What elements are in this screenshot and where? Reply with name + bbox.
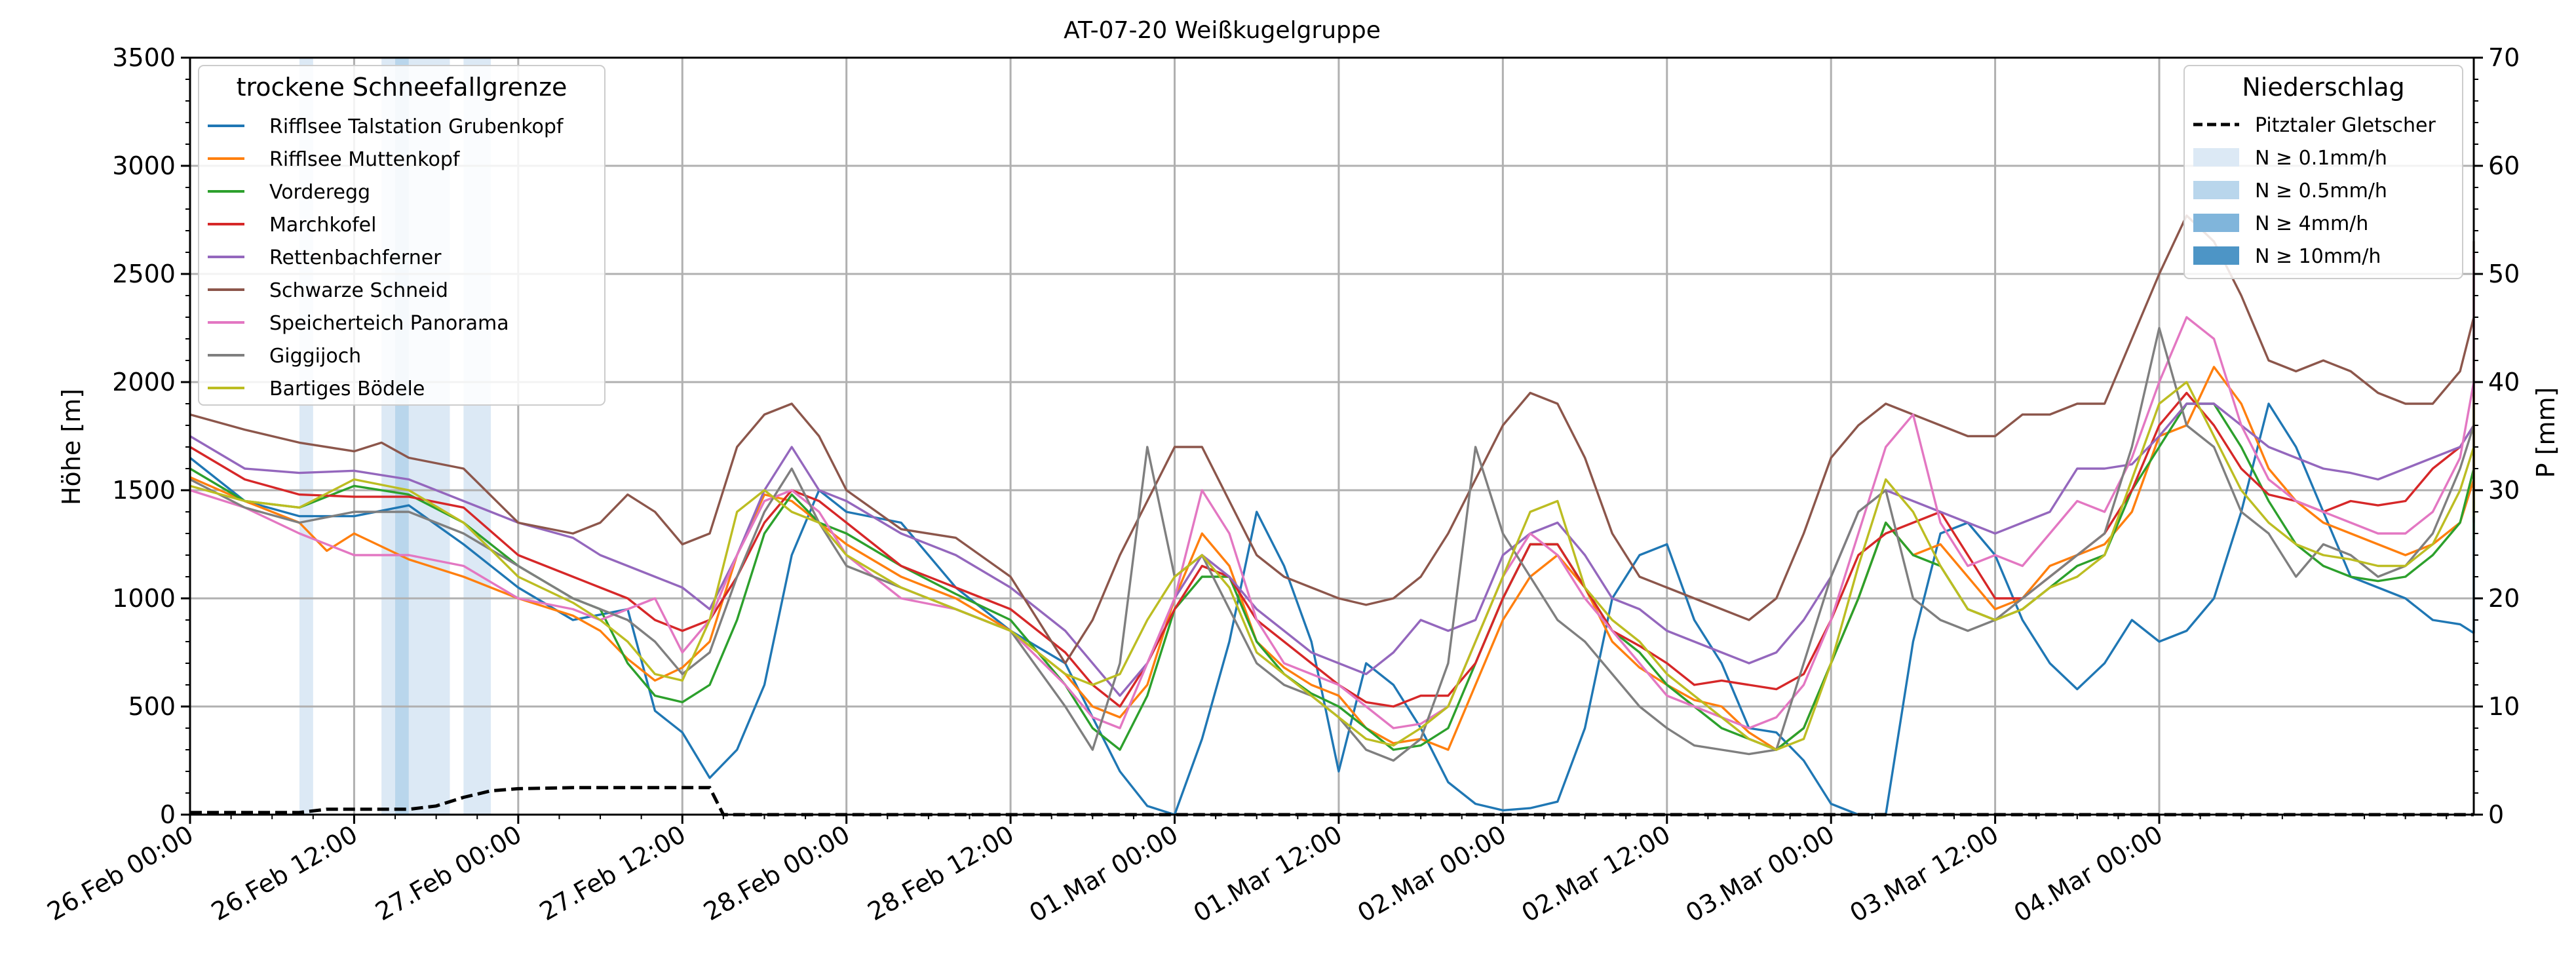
legend-precip-swatch bbox=[2193, 214, 2239, 232]
y2-tick-label: 40 bbox=[2488, 368, 2520, 397]
legend-snowline: trockene Schneefallgrenze Rifflsee Talsta… bbox=[198, 65, 606, 406]
y-tick-label: 1000 bbox=[112, 584, 176, 613]
y2-tick-label: 30 bbox=[2488, 476, 2520, 505]
y-tick-label: 500 bbox=[128, 692, 176, 721]
legend-snow-label: Bartiges Bödele bbox=[269, 378, 425, 400]
series-line bbox=[189, 402, 2475, 751]
legend-snow-label: Rifflsee Muttenkopf bbox=[269, 148, 461, 171]
series-line bbox=[189, 251, 2475, 729]
y2-tick-label: 60 bbox=[2488, 151, 2520, 180]
legend-precip-label: N ≥ 0.5mm/h bbox=[2255, 180, 2387, 203]
y2-tick-label: 70 bbox=[2488, 43, 2520, 72]
y2-tick-label: 0 bbox=[2488, 800, 2504, 829]
series-line bbox=[189, 402, 2475, 816]
legend-precip-title: Niederschlag bbox=[2242, 73, 2404, 102]
legend-precip-swatch bbox=[2193, 246, 2239, 265]
precip-line-layer bbox=[190, 786, 2474, 817]
y2-tick-label: 10 bbox=[2488, 692, 2520, 721]
legend-snow-title: trockene Schneefallgrenze bbox=[237, 73, 567, 102]
legend-precip-label: N ≥ 4mm/h bbox=[2255, 212, 2368, 235]
series-lines bbox=[189, 214, 2475, 816]
y-tick-label: 1500 bbox=[112, 476, 176, 505]
legend-snow-label: Rifflsee Talstation Grubenkopf bbox=[269, 115, 564, 138]
grid bbox=[189, 56, 2474, 816]
legend-snow-label: Marchkofel bbox=[269, 214, 376, 237]
y-tick-label: 2500 bbox=[112, 260, 176, 288]
legend-snow-box bbox=[198, 65, 606, 406]
y-tick-label: 3500 bbox=[112, 43, 176, 72]
y2-axis-label: P [mm] bbox=[2531, 387, 2560, 478]
legend-snow-label: Vorderegg bbox=[269, 181, 370, 204]
y2-tick-label: 20 bbox=[2488, 584, 2520, 613]
legend-snow-label: Giggijoch bbox=[269, 345, 361, 368]
legend-precip-label: N ≥ 10mm/h bbox=[2255, 245, 2381, 268]
chart-title: AT-07-20 Weißkugelgruppe bbox=[1064, 17, 1381, 44]
legend-snow-label: Rettenbachferner bbox=[269, 246, 442, 269]
precip-line bbox=[190, 786, 2474, 817]
y-tick-label: 0 bbox=[160, 800, 176, 829]
series-line bbox=[189, 391, 2475, 708]
plot-frame bbox=[189, 56, 2475, 816]
legend-precip-swatch bbox=[2193, 148, 2239, 166]
y-tick-label: 2000 bbox=[112, 368, 176, 397]
legend-precip-box bbox=[2183, 65, 2463, 279]
y2-tick-label: 50 bbox=[2488, 260, 2520, 288]
legend-precip-label: N ≥ 0.1mm/h bbox=[2255, 147, 2387, 170]
y-tick-label: 3000 bbox=[112, 151, 176, 180]
legend-precip-label: Pitztaler Gletscher bbox=[2255, 114, 2436, 137]
legend-snow-label: Speicherteich Panorama bbox=[269, 312, 509, 335]
legend-snow-label: Schwarze Schneid bbox=[269, 279, 448, 302]
legend-precip: Niederschlag Pitztaler Gletscher N ≥ 0.1mm… bbox=[2183, 65, 2463, 279]
y-axis-label: Höhe [m] bbox=[57, 389, 86, 505]
series-line bbox=[189, 381, 2475, 751]
legend-precip-swatch bbox=[2193, 181, 2239, 199]
series-line bbox=[189, 214, 2475, 665]
series-line bbox=[189, 326, 2475, 762]
